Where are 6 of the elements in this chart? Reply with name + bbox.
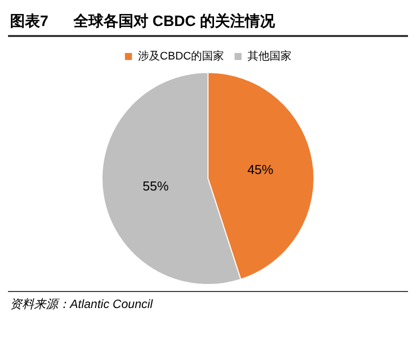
text: 资料来源：Atlantic Council [10,296,154,313]
data-label: 45% [247,162,274,177]
legend-label: 涉及CBDC的国家 [138,50,224,63]
chart-title: 图表7 全球各国对 CBDC 的关注情况 [8,8,408,37]
legend-label: 其他国家 [248,50,292,63]
data-label: 55% [142,178,170,194]
